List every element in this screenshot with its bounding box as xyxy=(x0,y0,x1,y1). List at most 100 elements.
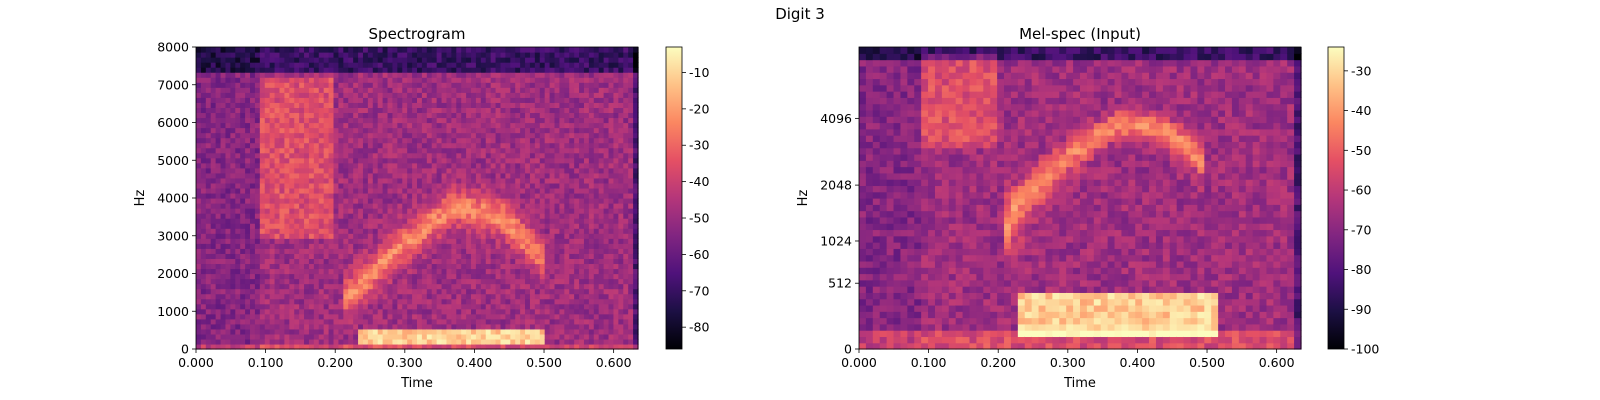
heatmap-cell xyxy=(436,333,443,340)
heatmap-cell xyxy=(446,303,452,310)
heatmap-cell xyxy=(372,47,379,53)
heatmap-cell xyxy=(289,288,295,295)
heatmap-cell xyxy=(240,192,246,199)
heatmap-cell xyxy=(220,238,227,244)
heatmap-cell xyxy=(318,308,325,315)
heatmap-cell xyxy=(210,132,217,139)
heatmap-cell xyxy=(318,318,325,325)
heatmap-cell xyxy=(392,283,398,290)
heatmap-cell xyxy=(328,263,335,270)
heatmap-cell xyxy=(259,278,266,285)
heatmap-cell xyxy=(294,323,300,330)
heatmap-cell xyxy=(525,92,531,98)
heatmap-cell xyxy=(520,122,526,129)
heatmap-cell xyxy=(471,248,477,254)
heatmap-cell xyxy=(353,198,359,204)
heatmap-cell xyxy=(500,308,506,315)
heatmap-cell xyxy=(200,268,207,275)
heatmap-cell xyxy=(490,198,497,204)
heatmap-cell xyxy=(304,62,310,68)
heatmap-cell xyxy=(377,323,384,330)
heatmap-cell xyxy=(559,288,565,295)
heatmap-cell xyxy=(304,187,310,194)
heatmap-cell xyxy=(259,127,266,134)
heatmap-cell xyxy=(544,162,551,169)
heatmap-cell xyxy=(510,343,516,350)
heatmap-cell xyxy=(436,328,443,335)
heatmap-cell xyxy=(269,157,276,164)
heatmap-cell xyxy=(196,248,202,254)
heatmap-cell xyxy=(220,223,227,229)
heatmap-cell xyxy=(549,263,556,270)
heatmap-cell xyxy=(348,298,354,305)
heatmap-cell xyxy=(382,117,389,124)
heatmap-cell xyxy=(407,97,413,103)
heatmap-cell xyxy=(534,203,541,209)
heatmap-cell xyxy=(588,338,595,345)
heatmap-cell xyxy=(323,152,330,159)
heatmap-cell xyxy=(451,177,457,184)
heatmap-cell xyxy=(230,248,236,254)
heatmap-cell xyxy=(328,52,335,58)
heatmap-cell xyxy=(529,223,536,229)
heatmap-cell xyxy=(588,223,595,229)
heatmap-cell xyxy=(215,273,222,280)
heatmap-cell xyxy=(279,92,285,98)
heatmap-cell xyxy=(574,122,580,129)
heatmap-cell xyxy=(328,172,335,179)
heatmap-cell xyxy=(215,182,222,189)
heatmap-cell xyxy=(387,192,394,199)
heatmap-cell xyxy=(466,132,472,139)
heatmap-cell xyxy=(230,192,236,199)
heatmap-cell xyxy=(299,102,305,108)
heatmap-cell xyxy=(583,127,590,134)
heatmap-cell xyxy=(397,308,403,315)
heatmap-cell xyxy=(264,157,271,164)
heatmap-cell xyxy=(544,253,551,259)
heatmap-cell xyxy=(299,147,305,154)
heatmap-cell xyxy=(441,318,448,325)
heatmap-cell xyxy=(407,318,413,325)
heatmap-cell xyxy=(279,323,285,330)
heatmap-cell xyxy=(250,112,256,119)
heatmap-cell xyxy=(588,57,595,63)
heatmap-cell xyxy=(598,268,605,275)
heatmap-cell xyxy=(544,313,551,320)
heatmap-cell xyxy=(446,238,452,244)
heatmap-cell xyxy=(529,303,536,310)
heatmap-cell xyxy=(348,208,354,214)
heatmap-cell xyxy=(392,253,398,259)
heatmap-cell xyxy=(205,248,212,254)
heatmap-cell xyxy=(588,328,595,335)
heatmap-cell xyxy=(480,238,487,244)
heatmap-cell xyxy=(240,278,246,285)
heatmap-cell xyxy=(284,102,290,108)
heatmap-cell xyxy=(328,248,335,254)
heatmap-cell xyxy=(294,127,300,134)
heatmap-cell xyxy=(264,323,271,330)
heatmap-cell xyxy=(269,132,276,139)
heatmap-cell xyxy=(372,248,379,254)
heatmap-cell xyxy=(500,177,506,184)
heatmap-cell xyxy=(343,57,349,63)
heatmap-cell xyxy=(210,77,217,83)
heatmap-cell xyxy=(510,92,516,98)
heatmap-cell xyxy=(495,298,502,305)
heatmap-cell xyxy=(225,122,231,129)
heatmap-cell xyxy=(402,82,408,88)
heatmap-cell xyxy=(544,177,551,184)
heatmap-cell xyxy=(274,248,281,254)
heatmap-cell xyxy=(387,62,394,68)
heatmap-cell xyxy=(579,122,585,129)
heatmap-cell xyxy=(230,187,236,194)
heatmap-cell xyxy=(598,167,605,174)
heatmap-cell xyxy=(308,132,315,139)
heatmap-cell xyxy=(353,87,359,93)
heatmap-cell xyxy=(338,107,344,114)
heatmap-cell xyxy=(358,127,364,134)
heatmap-cell xyxy=(289,318,295,325)
heatmap-cell xyxy=(353,323,359,330)
heatmap-cell xyxy=(598,223,605,229)
heatmap-cell xyxy=(475,278,482,285)
heatmap-cell xyxy=(333,208,340,214)
